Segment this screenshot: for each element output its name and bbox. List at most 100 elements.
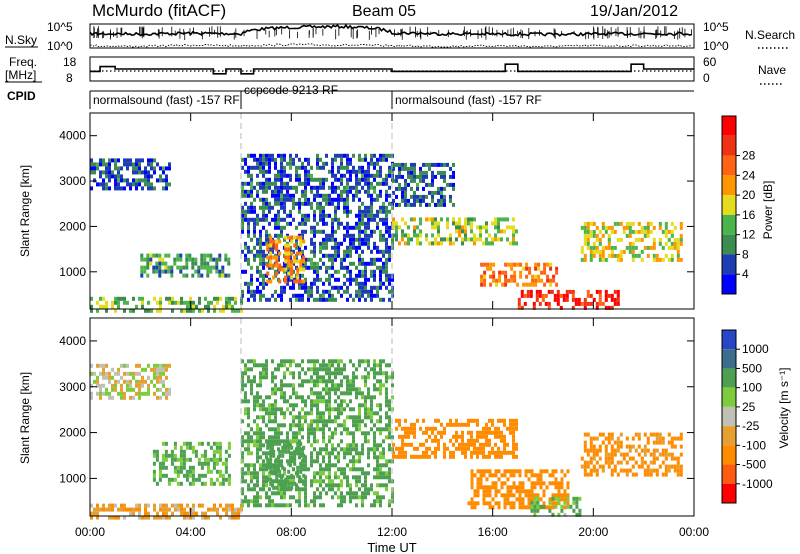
heat-cell: [155, 449, 159, 454]
heat-cell: [422, 174, 425, 179]
heat-cell: [355, 189, 358, 194]
heat-cell: [470, 469, 474, 474]
heat-cell: [388, 277, 391, 282]
heat-cell: [200, 461, 204, 466]
heat-cell: [566, 501, 570, 506]
heat-cell: [256, 265, 259, 270]
heat-cell: [310, 463, 313, 468]
heat-cell: [241, 217, 244, 222]
heat-cell: [658, 221, 662, 226]
heat-cell: [259, 157, 262, 162]
heat-cell: [247, 193, 250, 198]
heat-cell: [443, 446, 446, 451]
heat-cell: [334, 197, 337, 202]
heat-cell: [278, 461, 282, 466]
heat-cell: [319, 229, 322, 234]
heat-cell: [506, 426, 509, 431]
heat-cell: [277, 193, 280, 198]
heat-cell: [268, 475, 271, 480]
heat-cell: [247, 359, 250, 364]
heat-cell: [343, 201, 346, 206]
heat-cell: [385, 277, 388, 282]
heat-cell: [278, 453, 282, 458]
heat-cell: [296, 485, 300, 490]
heat-cell: [560, 493, 564, 498]
heat-cell: [328, 387, 331, 392]
heat-cell: [271, 265, 274, 270]
heat-cell: [425, 438, 428, 443]
heat-cell: [325, 289, 328, 294]
heat-cell: [518, 489, 522, 494]
y-tick-label: 3000: [59, 174, 86, 188]
heat-cell: [367, 205, 370, 210]
heat-cell: [114, 383, 117, 388]
heat-cell: [292, 371, 295, 376]
heat-cell: [379, 471, 382, 476]
heat-cell: [385, 181, 388, 186]
heat-cell: [538, 301, 542, 306]
heat-cell: [583, 460, 587, 465]
heat-cell: [543, 266, 547, 271]
heat-cell: [361, 293, 364, 298]
heat-cell: [358, 177, 361, 182]
heat-cell: [534, 266, 538, 271]
heat-cell: [141, 391, 144, 396]
heat-cell: [244, 193, 247, 198]
heat-cell: [355, 177, 358, 182]
heat-cell: [504, 270, 508, 275]
heat-cell: [253, 379, 256, 384]
heat-cell: [431, 430, 434, 435]
heat-cell: [176, 457, 180, 462]
heat-cell: [289, 285, 292, 290]
heat-cell: [231, 507, 234, 512]
heat-cell: [416, 418, 419, 423]
heat-cell: [422, 442, 425, 447]
heat-cell: [144, 182, 147, 187]
heat-cell: [431, 182, 434, 187]
heat-cell: [349, 273, 352, 278]
heat-cell: [289, 363, 292, 368]
heat-cell: [213, 304, 216, 309]
heat-cell: [613, 297, 617, 302]
heat-cell: [601, 257, 605, 262]
heat-cell: [500, 229, 503, 234]
heat-cell: [182, 473, 186, 478]
heat-cell: [482, 485, 486, 490]
heat-cell: [274, 427, 277, 432]
heat-cell: [422, 198, 425, 203]
heat-cell: [518, 481, 522, 486]
heat-cell: [358, 411, 361, 416]
heat-cell: [546, 278, 550, 283]
heat-cell: [269, 461, 273, 466]
heat-cell: [358, 229, 361, 234]
heat-cell: [352, 463, 355, 468]
heat-cell: [455, 422, 458, 427]
heat-cell: [673, 444, 677, 449]
heat-cell: [334, 209, 337, 214]
heat-cell: [150, 158, 153, 163]
heat-cell: [391, 277, 394, 282]
heat-cell: [295, 173, 298, 178]
heat-cell: [129, 383, 132, 388]
heat-cell: [265, 475, 268, 480]
heat-cell: [165, 367, 168, 372]
heat-cell: [265, 177, 268, 182]
heat-cell: [322, 209, 325, 214]
heat-cell: [105, 507, 108, 512]
heat-cell: [96, 391, 99, 396]
heat-cell: [271, 245, 274, 250]
heat-cell: [319, 209, 322, 214]
heat-cell: [290, 267, 294, 272]
heat-cell: [479, 446, 482, 451]
heat-cell: [376, 495, 379, 500]
heat-cell: [268, 427, 271, 432]
colorbar-swatch: [722, 445, 736, 465]
heat-cell: [299, 441, 303, 446]
heat-cell: [227, 477, 231, 482]
heat-cell: [218, 257, 222, 262]
heat-cell: [358, 213, 361, 218]
heat-cell: [349, 483, 352, 488]
heat-cell: [352, 371, 355, 376]
heat-cell: [283, 383, 286, 388]
heat-cell: [655, 432, 659, 437]
